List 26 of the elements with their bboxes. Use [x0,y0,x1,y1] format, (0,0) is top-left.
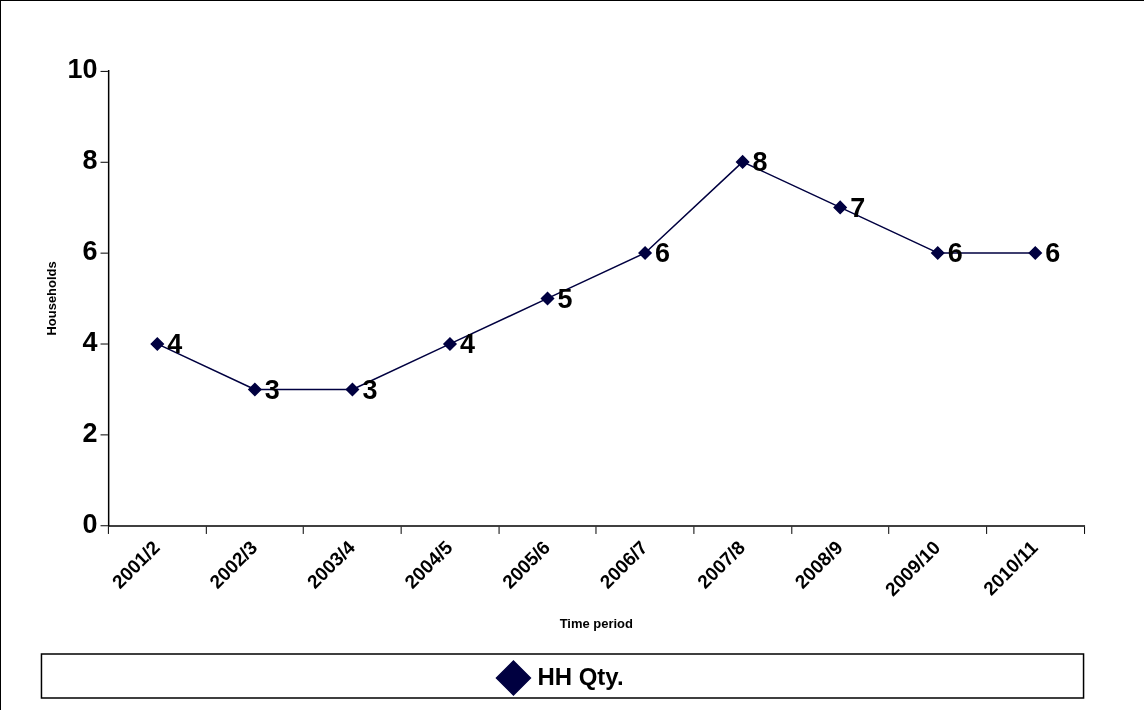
point [345,382,360,397]
x-axis-title: Time period [559,615,634,631]
point [833,200,847,215]
data-label: 5 [557,283,573,314]
point [540,291,555,306]
y-tick-label: 8 [82,145,98,176]
y-tick-label: 0 [82,509,98,540]
y-tick-label: 2 [82,418,98,449]
point [735,155,750,169]
data-label: 6 [1045,238,1061,269]
y-tick-label: 6 [82,236,98,267]
point [930,246,945,260]
point [443,337,457,351]
point [638,246,652,260]
point [150,337,165,351]
y-axis-title: Households [44,261,60,336]
y-tick-label: 10 [67,54,98,85]
data-label: 4 [459,329,475,360]
data-label: 6 [655,238,671,269]
legend-label: HH Qty. [537,662,624,690]
point [1028,246,1043,260]
data-label: 3 [362,374,378,405]
data-label: 4 [167,329,183,360]
point [248,382,262,397]
data-label: 8 [752,147,768,178]
y-tick-label: 4 [82,327,98,358]
